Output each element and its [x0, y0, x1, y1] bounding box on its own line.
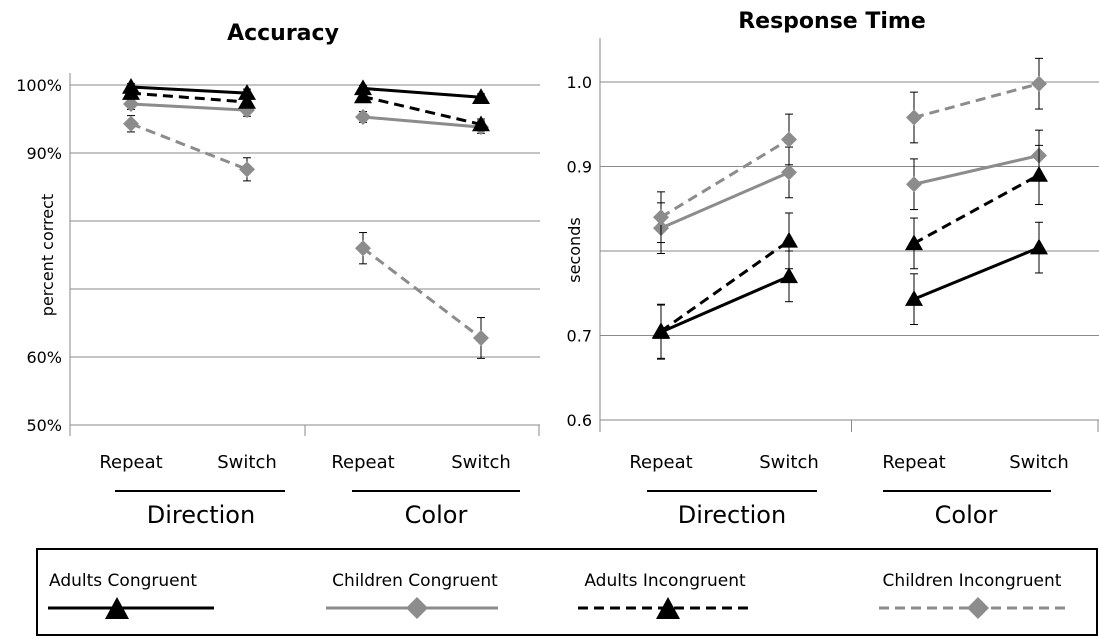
data-point: [780, 267, 798, 284]
series-line: [362, 86, 482, 99]
x-tick-label: Switch: [759, 452, 819, 473]
series-line: [362, 95, 482, 126]
y-tick-label: 60%: [26, 348, 62, 367]
y-axis-label: percent correct: [38, 194, 57, 316]
x-tick-label: Repeat: [331, 452, 394, 473]
chart-title: Accuracy: [227, 21, 339, 46]
group-label: Direction: [678, 501, 786, 529]
data-point: [354, 79, 372, 96]
data-point: [652, 322, 670, 339]
data-point: [472, 115, 490, 132]
data-point: [905, 234, 923, 251]
series-line: [660, 274, 790, 334]
data-point: [906, 109, 922, 126]
data-point: [1030, 165, 1048, 182]
series-adults-congruent: [652, 221, 1048, 360]
y-tick-label: 100%: [16, 76, 62, 95]
data-point: [781, 164, 797, 181]
legend-triangle-marker: [656, 597, 680, 619]
series-line: [130, 102, 248, 112]
series-line: [362, 115, 482, 129]
series-line: [130, 122, 248, 171]
legend-box: [36, 548, 1098, 636]
data-point: [781, 131, 797, 148]
legend-item: Adults Incongruent: [578, 571, 752, 619]
data-point: [905, 290, 923, 306]
y-tick-label: 50%: [26, 416, 62, 435]
series-children-incongruent: [123, 115, 489, 359]
series-adults-incongruent: [122, 84, 490, 132]
data-point: [354, 87, 372, 104]
chart-title: Response Time: [738, 9, 926, 34]
group-label: Color: [405, 501, 468, 529]
group-label: Direction: [147, 501, 255, 529]
data-point: [123, 115, 139, 132]
data-point: [238, 93, 256, 109]
data-point: [780, 231, 798, 248]
y-tick-label: 90%: [26, 144, 62, 163]
legend: Adults Congruent Children Congruent Adults…: [36, 548, 1098, 636]
legend-label: Adults Incongruent: [584, 571, 746, 591]
y-tick-label: 0.7: [567, 327, 592, 346]
data-point: [472, 88, 490, 104]
data-point: [123, 96, 139, 113]
series-line: [362, 247, 482, 340]
legend-item: Children Congruent: [326, 571, 498, 619]
data-point: [653, 209, 669, 226]
series-line: [913, 154, 1040, 186]
y-tick-label: 1.0: [567, 73, 592, 92]
series-line: [913, 173, 1040, 245]
y-tick-label: 0.6: [567, 411, 592, 430]
series-line: [660, 138, 790, 219]
data-point: [122, 84, 140, 100]
x-tick-label: Switch: [1009, 452, 1069, 473]
x-tick-label: Switch: [451, 452, 511, 473]
series-line: [660, 239, 790, 333]
data-point: [238, 84, 256, 100]
series-line: [130, 91, 248, 104]
x-tick-label: Repeat: [629, 452, 692, 473]
data-point: [1030, 238, 1048, 255]
legend-item: Children Incongruent: [879, 571, 1066, 619]
series-children-incongruent: [653, 57, 1047, 244]
series-adults-congruent: [122, 78, 490, 104]
group-label: Color: [935, 501, 998, 529]
data-point: [355, 240, 371, 257]
legend-diamond-marker: [406, 597, 428, 619]
series-line: [130, 85, 248, 95]
series-line: [913, 82, 1040, 119]
data-point: [473, 329, 489, 346]
chart-0: Accuracy 50% 60% 90% 100% percent correct Repe…: [16, 21, 540, 529]
data-point: [1031, 75, 1047, 92]
legend-label: Children Incongruent: [883, 571, 1062, 591]
series-adults-incongruent: [652, 144, 1048, 359]
series-children-congruent: [653, 129, 1047, 255]
y-axis-label: seconds: [565, 217, 584, 282]
legend-label: Adults Congruent: [49, 571, 197, 591]
legend-label: Children Congruent: [332, 571, 498, 591]
x-tick-label: Repeat: [99, 452, 162, 473]
x-tick-label: Repeat: [882, 452, 945, 473]
legend-triangle-marker: [105, 597, 129, 619]
chart-1: Response Time 0.6 0.7 0.9 1.0 seconds Repeat Sw…: [565, 9, 1099, 529]
data-point: [355, 108, 371, 125]
series-line: [660, 171, 790, 230]
y-tick-label: 0.9: [567, 158, 592, 177]
x-tick-label: Switch: [217, 452, 277, 473]
data-point: [906, 176, 922, 193]
series-line: [913, 246, 1040, 301]
data-point: [239, 161, 255, 178]
legend-diamond-marker: [967, 597, 989, 619]
legend-item: Adults Congruent: [48, 571, 214, 619]
series-children-congruent: [123, 96, 489, 136]
